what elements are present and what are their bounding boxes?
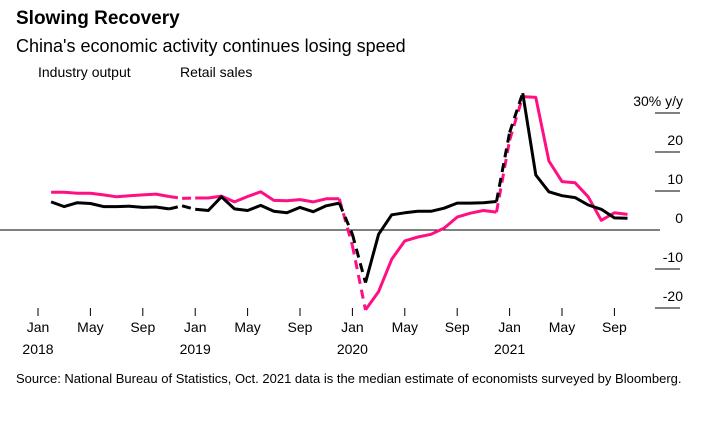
y-tick-label: 10 — [667, 171, 683, 187]
series-dashed-segment — [495, 140, 512, 213]
chart-subtitle: China's economic activity continues losi… — [16, 36, 406, 56]
x-tick-label: Jan — [498, 319, 521, 335]
y-tick-label: -20 — [663, 288, 683, 304]
gridlines — [0, 112, 680, 309]
x-year-label: 2019 — [180, 341, 211, 357]
x-year-label: 2021 — [494, 341, 525, 357]
x-tick-label: Jan — [341, 319, 364, 335]
x-year-label: 2018 — [22, 341, 53, 357]
series-dashed-segment — [337, 202, 354, 235]
x-tick-label: Jan — [27, 319, 50, 335]
y-tick-label: -10 — [663, 249, 683, 265]
x-axis: Jan 2018 May Sep Jan 2019 May Sep Jan 2020 May Sep J… — [22, 308, 627, 357]
y-tick-label: 20 — [667, 132, 683, 148]
series-dashed-segment — [181, 204, 196, 211]
legend-retail-sales: Retail sales — [180, 64, 253, 80]
series-dashed-segment — [168, 194, 183, 200]
series-lines — [50, 92, 628, 311]
series-dashed-segment — [508, 92, 525, 133]
x-tick-label: May — [234, 319, 260, 335]
series-dashed-segment — [350, 245, 367, 311]
series-line-retail-sales — [51, 190, 170, 199]
legend-industry-output: Industry output — [38, 64, 131, 80]
source-note: Source: National Bureau of Statistics, O… — [16, 371, 682, 386]
series-line-industry-output — [50, 200, 170, 211]
series-dashed-segment — [350, 233, 367, 284]
x-tick-label: Sep — [288, 319, 313, 335]
x-tick-label: Sep — [130, 319, 155, 335]
series-line-retail-sales — [522, 95, 628, 222]
series-line-retail-sales — [195, 190, 340, 204]
x-tick-label: Jan — [184, 319, 207, 335]
y-tick-label: 30% y/y — [633, 93, 683, 109]
y-tick-label: 0 — [675, 210, 683, 226]
chart-title: Slowing Recovery — [16, 8, 180, 29]
x-tick-label: Sep — [445, 319, 470, 335]
series-dashed-segment — [168, 204, 183, 211]
x-tick-label: May — [549, 319, 575, 335]
x-tick-label: May — [392, 319, 418, 335]
series-line-industry-output — [195, 195, 340, 215]
x-tick-label: Sep — [602, 319, 627, 335]
series-line-retail-sales — [364, 209, 497, 311]
x-year-label: 2020 — [337, 341, 368, 357]
series-line-industry-output — [364, 200, 497, 283]
series-line-industry-output — [521, 92, 628, 220]
y-axis: 30% y/y 20 10 0 -10 -20 — [633, 93, 683, 304]
series-dashed-segment — [495, 132, 512, 202]
x-tick-label: May — [77, 319, 103, 335]
